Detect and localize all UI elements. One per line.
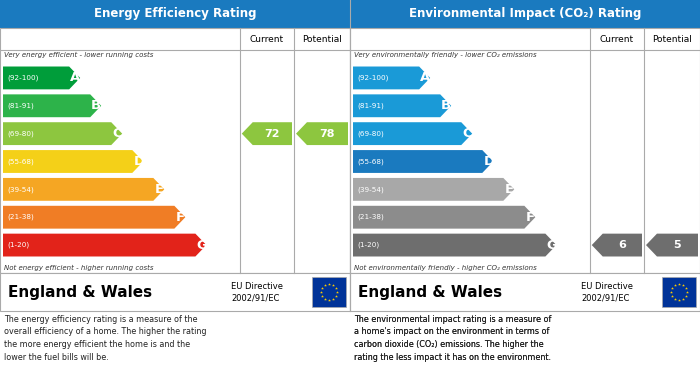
Text: G: G xyxy=(547,239,557,251)
Text: (69-80): (69-80) xyxy=(357,130,384,137)
Text: (39-54): (39-54) xyxy=(357,186,384,193)
Text: C: C xyxy=(462,127,472,140)
Text: (39-54): (39-54) xyxy=(7,186,34,193)
Text: F: F xyxy=(176,211,185,224)
Polygon shape xyxy=(296,122,348,145)
Text: (81-91): (81-91) xyxy=(7,102,34,109)
Text: Very environmentally friendly - lower CO₂ emissions: Very environmentally friendly - lower CO… xyxy=(354,52,537,58)
Text: B: B xyxy=(91,99,101,112)
Text: D: D xyxy=(133,155,144,168)
Polygon shape xyxy=(353,122,473,145)
Text: 6: 6 xyxy=(618,240,626,250)
Polygon shape xyxy=(592,234,642,256)
Polygon shape xyxy=(3,66,80,90)
Bar xyxy=(312,277,346,307)
Polygon shape xyxy=(3,94,101,117)
Text: (1-20): (1-20) xyxy=(7,242,29,248)
Text: EU Directive
2002/91/EC: EU Directive 2002/91/EC xyxy=(581,282,633,302)
Text: Current: Current xyxy=(250,34,284,43)
Polygon shape xyxy=(3,206,186,229)
Text: D: D xyxy=(483,155,494,168)
Text: Potential: Potential xyxy=(652,34,692,43)
Text: (21-38): (21-38) xyxy=(357,214,384,221)
Polygon shape xyxy=(353,206,536,229)
Polygon shape xyxy=(353,66,430,90)
Text: (92-100): (92-100) xyxy=(7,75,38,81)
Text: (69-80): (69-80) xyxy=(7,130,34,137)
Bar xyxy=(662,277,696,307)
Text: (55-68): (55-68) xyxy=(357,158,384,165)
Text: England & Wales: England & Wales xyxy=(358,285,502,300)
Text: Environmental Impact (CO₂) Rating: Environmental Impact (CO₂) Rating xyxy=(409,7,641,20)
Polygon shape xyxy=(353,150,494,173)
Text: Not energy efficient - higher running costs: Not energy efficient - higher running co… xyxy=(4,265,153,271)
Bar xyxy=(0,273,350,311)
Text: Very energy efficient - lower running costs: Very energy efficient - lower running co… xyxy=(4,52,153,58)
Polygon shape xyxy=(353,178,514,201)
Polygon shape xyxy=(3,150,144,173)
Polygon shape xyxy=(3,234,206,256)
Text: 72: 72 xyxy=(265,129,280,139)
Polygon shape xyxy=(353,94,452,117)
Bar xyxy=(350,273,700,311)
Text: (1-20): (1-20) xyxy=(357,242,379,248)
Polygon shape xyxy=(353,234,556,256)
Bar xyxy=(0,28,350,273)
Bar xyxy=(0,0,350,28)
Text: Current: Current xyxy=(600,34,634,43)
Text: B: B xyxy=(441,99,452,112)
Text: 78: 78 xyxy=(320,129,335,139)
Text: F: F xyxy=(526,211,535,224)
Text: Not environmentally friendly - higher CO₂ emissions: Not environmentally friendly - higher CO… xyxy=(354,265,537,271)
Text: The environmental impact rating is a measure of
a home's impact on the environme: The environmental impact rating is a mea… xyxy=(354,315,552,362)
Text: E: E xyxy=(504,183,513,196)
Polygon shape xyxy=(241,122,292,145)
Text: The environmental impact rating is a measure of
a home's impact on the environme: The environmental impact rating is a mea… xyxy=(354,315,552,362)
Text: England & Wales: England & Wales xyxy=(8,285,152,300)
Text: C: C xyxy=(112,127,122,140)
Text: Potential: Potential xyxy=(302,34,342,43)
Text: Energy Efficiency Rating: Energy Efficiency Rating xyxy=(94,7,256,20)
Bar xyxy=(350,0,700,28)
Text: A: A xyxy=(420,72,430,84)
Text: E: E xyxy=(154,183,163,196)
Text: EU Directive
2002/91/EC: EU Directive 2002/91/EC xyxy=(231,282,283,302)
Text: G: G xyxy=(197,239,207,251)
Text: (81-91): (81-91) xyxy=(357,102,384,109)
Text: (21-38): (21-38) xyxy=(7,214,34,221)
Text: The energy efficiency rating is a measure of the
overall efficiency of a home. T: The energy efficiency rating is a measur… xyxy=(4,315,206,362)
Text: (55-68): (55-68) xyxy=(7,158,34,165)
Bar xyxy=(350,28,700,273)
Polygon shape xyxy=(646,234,698,256)
Text: (92-100): (92-100) xyxy=(357,75,388,81)
Polygon shape xyxy=(3,178,164,201)
Polygon shape xyxy=(3,122,122,145)
Text: A: A xyxy=(70,72,80,84)
Text: 5: 5 xyxy=(673,240,681,250)
